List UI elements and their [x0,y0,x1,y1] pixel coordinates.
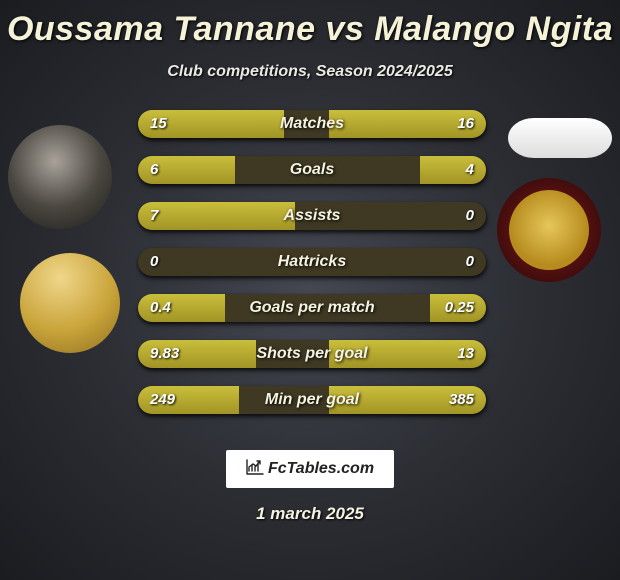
stat-label: Goals per match [138,294,486,322]
stat-row: 0.40.25Goals per match [138,294,486,322]
stat-row: 64Goals [138,156,486,184]
brand-text: FcTables.com [268,460,374,478]
stat-label: Assists [138,202,486,230]
stat-label: Hattricks [138,248,486,276]
stat-row: 00Hattricks [138,248,486,276]
stat-row: 249385Min per goal [138,386,486,414]
stat-label: Matches [138,110,486,138]
chart-icon [246,459,264,480]
brand-logo[interactable]: FcTables.com [226,450,394,488]
stat-label: Shots per goal [138,340,486,368]
stat-row: 1516Matches [138,110,486,138]
comparison-chart: 1516Matches 64Goals 70Assists 00Hattricks 0.… [0,110,620,440]
stat-row: 70Assists [138,202,486,230]
subtitle: Club competitions, Season 2024/2025 [0,63,620,81]
snapshot-date: 1 march 2025 [0,504,620,524]
stat-row: 9.8313Shots per goal [138,340,486,368]
stat-label: Goals [138,156,486,184]
stat-label: Min per goal [138,386,486,414]
page-title: Oussama Tannane vs Malango Ngita [0,0,620,49]
